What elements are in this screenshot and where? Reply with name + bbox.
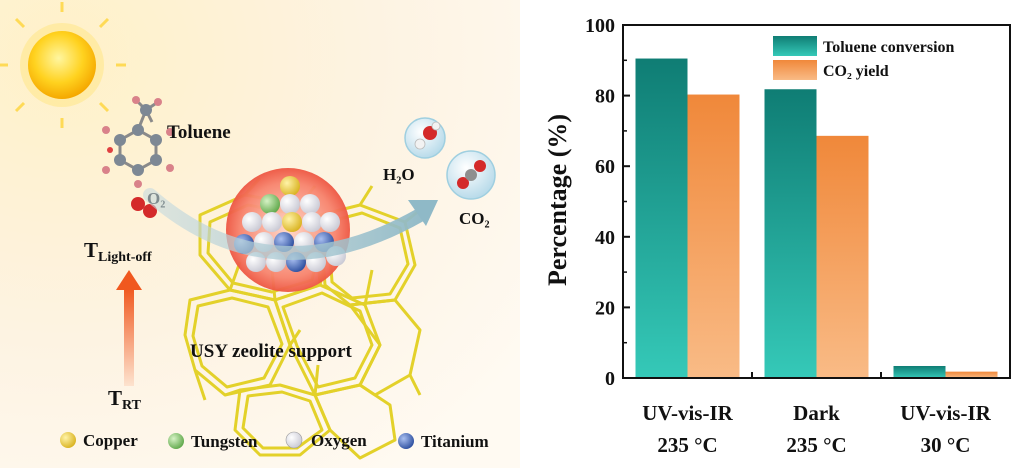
bar-toluene-conversion-0 bbox=[635, 58, 688, 378]
o2-molecule-icon bbox=[131, 197, 157, 218]
toluene-label: Toluene bbox=[167, 122, 231, 143]
legend-swatch-toluene bbox=[773, 36, 817, 56]
bar-toluene-conversion-2 bbox=[893, 365, 946, 378]
y-tick-label: 60 bbox=[595, 156, 615, 178]
titanium-label: Titanium bbox=[421, 432, 489, 451]
bar-co2-yield-2 bbox=[945, 371, 998, 378]
axes-layer: UV-vis-IR 235 °C Dark 235 °C UV-vis-IR 30 °C 0… bbox=[585, 15, 1011, 457]
chart-legend: Toluene conversion CO₂ yield bbox=[773, 36, 955, 80]
co2-molecule-icon bbox=[446, 150, 496, 200]
bar-toluene-conversion-1 bbox=[764, 89, 817, 378]
y-tick-label: 0 bbox=[605, 368, 615, 390]
toluene-molecule-icon bbox=[102, 96, 174, 188]
bar-co2-yield-1 bbox=[816, 135, 869, 378]
y-tick-label: 40 bbox=[595, 227, 615, 249]
h2o-molecule-icon bbox=[404, 117, 446, 159]
sun-icon bbox=[0, 2, 126, 128]
copper-swatch-icon bbox=[60, 432, 76, 448]
element-legend: Copper Tungsten Oxygen Titanium bbox=[60, 431, 489, 451]
titanium-swatch-icon bbox=[398, 433, 414, 449]
x-tick-label-line1-2: UV-vis-IR bbox=[900, 401, 991, 425]
legend-swatch-co2 bbox=[773, 60, 817, 80]
temperature-arrow bbox=[116, 270, 142, 386]
tungsten-swatch-icon bbox=[168, 433, 184, 449]
y-tick-label: 80 bbox=[595, 86, 615, 108]
y-tick-label: 20 bbox=[595, 297, 615, 319]
x-tick-label-line2-1: 235 °C bbox=[786, 433, 846, 457]
h2o-label: H₂O bbox=[383, 165, 415, 184]
tungsten-label: Tungsten bbox=[191, 432, 258, 451]
x-tick-label-line1-0: UV-vis-IR bbox=[642, 401, 733, 425]
oxygen-label: Oxygen bbox=[311, 431, 367, 450]
copper-label: Copper bbox=[83, 431, 138, 450]
t-lightoff-label: TLight-off bbox=[84, 238, 152, 265]
x-tick-label-line2-0: 235 °C bbox=[657, 433, 717, 457]
x-tick-label-line1-1: Dark bbox=[793, 401, 840, 425]
catalyst-illustration: Toluene O₂ bbox=[0, 0, 520, 468]
legend-label-co2: CO₂ yield bbox=[823, 63, 889, 80]
co2-label: CO₂ bbox=[459, 209, 490, 228]
legend-label-toluene: Toluene conversion bbox=[823, 39, 955, 56]
t-rt-label: TRT bbox=[108, 386, 142, 413]
reaction-pathway-arrow bbox=[143, 188, 438, 261]
catalyst-nanoparticle-icon bbox=[226, 168, 350, 292]
bar-chart: UV-vis-IR 235 °C Dark 235 °C UV-vis-IR 30 °C 0… bbox=[520, 0, 1024, 468]
x-tick-label-line2-2: 30 °C bbox=[921, 433, 971, 457]
bars-layer bbox=[635, 58, 998, 378]
y-axis-label: Percentage (%) bbox=[543, 114, 572, 286]
zeolite-support-label: USY zeolite support bbox=[190, 341, 353, 362]
bar-co2-yield-0 bbox=[687, 94, 740, 378]
oxygen-swatch-icon bbox=[285, 431, 303, 449]
y-tick-label: 100 bbox=[585, 15, 615, 37]
